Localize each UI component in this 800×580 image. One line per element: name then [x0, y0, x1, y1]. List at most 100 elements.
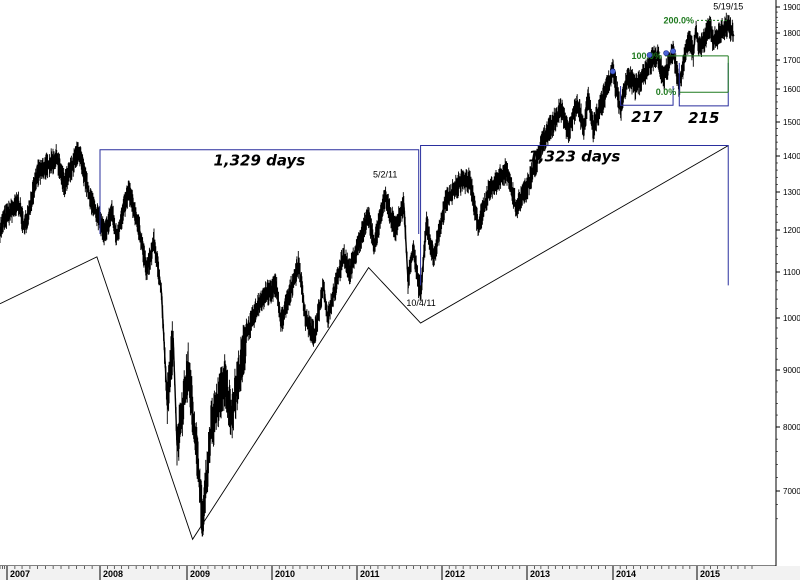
x-tick-label-0: 2007: [10, 569, 30, 579]
price-point: [313, 335, 315, 337]
price-point: [692, 53, 694, 56]
price-point: [348, 271, 351, 273]
price-point: [417, 284, 420, 286]
price-point: [587, 98, 589, 100]
price-point: [326, 317, 328, 319]
duration-bracket-3: [678, 62, 729, 107]
price-point: [0, 229, 1, 231]
price-point: [280, 322, 282, 324]
price-point: [176, 444, 178, 446]
x-tick-label-5: 2012: [445, 569, 465, 579]
x-tick-label-4: 2011: [360, 569, 380, 579]
duration-label-0: 1,329 days: [213, 152, 305, 170]
price-point: [160, 289, 162, 291]
y-tick-label-4: 11000: [783, 268, 800, 277]
wedge-line-0: [0, 145, 729, 541]
y-tick-label-1: 8000: [783, 423, 800, 432]
y-tick-label-0: 7000: [783, 487, 800, 496]
price-point: [583, 128, 585, 130]
price-point: [432, 258, 434, 260]
price-point: [712, 41, 714, 43]
price-point: [695, 31, 697, 33]
price-point: [412, 245, 414, 247]
price-point: [111, 210, 113, 212]
price-point: [322, 284, 325, 286]
price-point: [620, 109, 622, 111]
price-point: [394, 229, 396, 231]
y-tick-label-8: 15000: [783, 118, 800, 127]
duration-bracket-1: [420, 145, 729, 286]
price-point: [688, 36, 690, 38]
y-tick-label-3: 10000: [783, 314, 800, 323]
price-point: [403, 202, 405, 204]
duration-label-3: 215: [688, 109, 719, 127]
date-label-1: 10/4/11: [406, 298, 435, 308]
y-tick-label-12: 19000: [783, 3, 800, 12]
y-tick-label-6: 13000: [783, 188, 800, 197]
price-point: [343, 254, 345, 256]
price-line-0: [0, 22, 735, 523]
price-point: [17, 202, 20, 204]
price-point: [4, 217, 6, 219]
price-point: [458, 182, 460, 184]
price-point: [202, 521, 204, 524]
price-point: [230, 414, 232, 416]
price-point: [304, 317, 307, 319]
duration-label-1: 1,323 days: [529, 148, 621, 166]
price-point: [138, 229, 141, 231]
date-label-2: 5/19/15: [713, 2, 743, 12]
price-point: [224, 380, 226, 382]
x-tick-label-1: 2008: [103, 569, 123, 579]
price-point: [298, 262, 300, 264]
price-point: [635, 86, 637, 89]
x-tick-label-2: 2009: [190, 569, 210, 579]
fib-label-2: 0.0%: [656, 87, 677, 97]
price-point: [420, 289, 422, 291]
price-point: [260, 298, 262, 300]
price-point: [56, 157, 58, 159]
price-point: [727, 23, 729, 25]
price-point: [515, 206, 517, 208]
price-point: [543, 138, 545, 140]
x-tick-label-8: 2015: [700, 569, 720, 579]
fib-label-1: 100.0%: [631, 51, 662, 61]
price-point: [78, 150, 80, 152]
price-point: [627, 75, 629, 77]
price-point: [469, 180, 471, 182]
price-point: [407, 280, 409, 282]
duration-bracket-2: [620, 86, 674, 106]
y-tick-label-7: 14000: [783, 152, 800, 161]
price-point: [444, 202, 446, 204]
price-point: [526, 187, 528, 189]
x-tick-label-7: 2014: [616, 569, 636, 579]
price-point: [592, 128, 594, 130]
price-point: [37, 173, 39, 175]
price-point: [384, 196, 386, 199]
price-point: [210, 426, 212, 428]
price-point: [146, 271, 148, 273]
price-point: [650, 60, 652, 63]
y-tick-label-2: 9000: [783, 366, 800, 375]
price-point: [733, 35, 735, 37]
price-point: [576, 101, 578, 103]
date-label-0: 5/2/11: [373, 169, 397, 179]
duration-label-2: 217: [631, 108, 663, 126]
price-point: [506, 169, 508, 171]
duration-bracket-0: [99, 149, 420, 235]
price-point: [128, 189, 130, 191]
price-point: [373, 243, 375, 245]
price-point: [23, 227, 25, 229]
x-tick-label-3: 2010: [275, 569, 295, 579]
price-point: [488, 191, 490, 193]
price-point: [88, 195, 90, 197]
price-point: [275, 284, 277, 286]
price-point: [561, 107, 563, 110]
price-point: [153, 241, 155, 243]
x-tick-label-6: 2013: [530, 569, 550, 579]
price-point: [367, 213, 369, 215]
price-point: [426, 221, 428, 223]
price-point: [195, 444, 197, 446]
price-point: [115, 237, 117, 239]
y-tick-label-9: 16000: [783, 85, 800, 94]
